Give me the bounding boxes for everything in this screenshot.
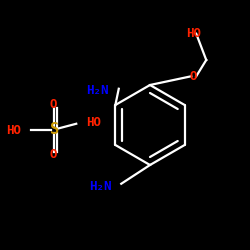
Text: H₂N: H₂N <box>86 84 109 96</box>
Text: O: O <box>50 148 58 162</box>
Text: HO: HO <box>186 27 201 40</box>
Text: HO: HO <box>86 116 101 129</box>
Text: O: O <box>50 98 58 112</box>
Text: HO: HO <box>6 124 21 136</box>
Text: O: O <box>190 70 198 83</box>
Text: H₂N: H₂N <box>89 180 111 193</box>
Text: S: S <box>50 122 59 138</box>
